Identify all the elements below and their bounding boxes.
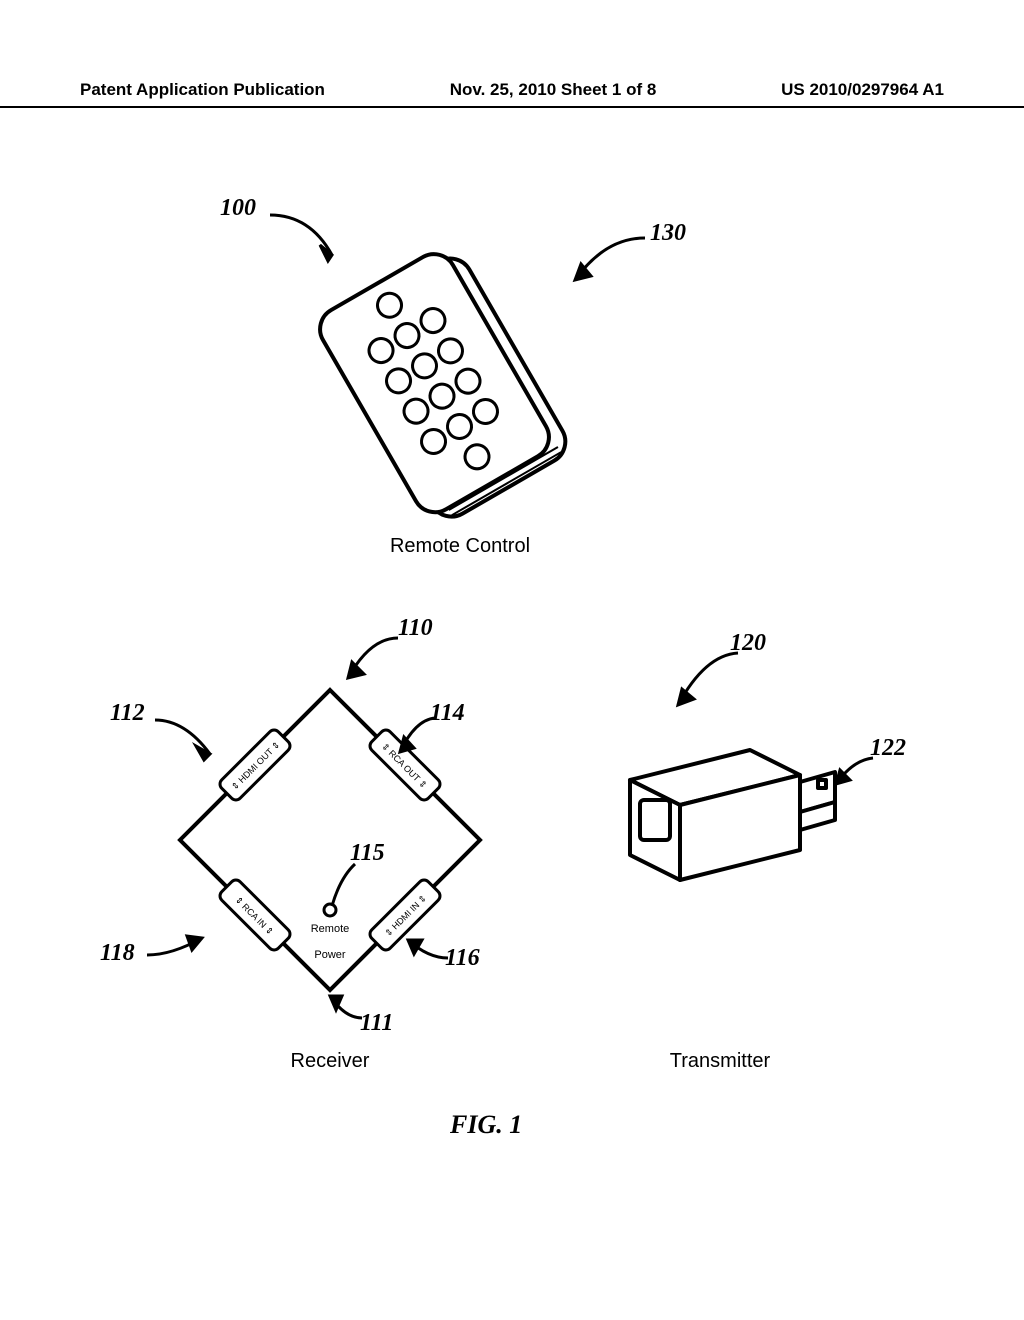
caption-transmitter: Transmitter xyxy=(640,1050,800,1073)
header-left: Patent Application Publication xyxy=(80,80,325,100)
leader-116 xyxy=(398,930,458,970)
label-remote: Remote xyxy=(311,923,350,935)
ref-130: 130 xyxy=(650,220,686,247)
leader-112 xyxy=(150,710,230,770)
figure-title: FIG. 1 xyxy=(450,1110,522,1140)
leader-118 xyxy=(142,930,222,970)
ref-112: 112 xyxy=(110,700,145,727)
leader-130 xyxy=(555,230,655,300)
figure-1: 100 130 Remote Control ⇕ HDMI OUT ⇕ ⇕ RC… xyxy=(0,140,1024,1240)
label-power: Power xyxy=(314,949,346,961)
caption-remote: Remote Control xyxy=(360,535,560,558)
leader-120 xyxy=(660,645,750,725)
transmitter-drawing xyxy=(590,720,850,920)
leader-110 xyxy=(330,630,410,700)
leader-114 xyxy=(390,712,450,767)
page-header: Patent Application Publication Nov. 25, … xyxy=(0,80,1024,108)
leader-100 xyxy=(260,205,350,275)
ref-100: 100 xyxy=(220,195,256,222)
ref-118: 118 xyxy=(100,940,135,967)
header-center: Nov. 25, 2010 Sheet 1 of 8 xyxy=(450,80,657,100)
leader-111 xyxy=(320,988,375,1028)
header-right: US 2010/0297964 A1 xyxy=(781,80,944,100)
caption-receiver: Receiver xyxy=(255,1050,405,1073)
leader-122 xyxy=(828,752,883,797)
leader-115 xyxy=(320,858,370,918)
